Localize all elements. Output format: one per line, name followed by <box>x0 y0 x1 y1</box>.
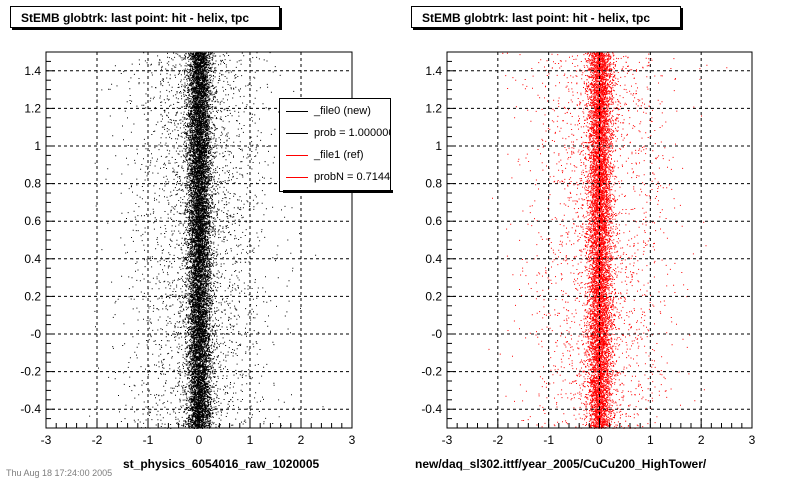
x-tick-label: 1 <box>247 433 254 447</box>
x-tick-label: -2 <box>92 433 103 447</box>
grid <box>447 52 752 428</box>
legend-label: _file0 (new) <box>314 105 371 117</box>
y-tick-label: 0.6 <box>425 214 442 228</box>
plot-panel-right: -3 -2 -1 0 1 2 3 -0.4 -0.2 -0 0.2 0.4 0.6 0.8 1 1.2 1.4 <box>421 51 756 447</box>
legend-label: probN = 0.714435 <box>314 171 391 183</box>
x-tick-label: -2 <box>492 433 503 447</box>
footer-timestamp: Thu Aug 18 17:24:00 2005 <box>6 468 113 478</box>
x-axis-label-left: st_physics_6054016_raw_1020005 <box>123 457 320 471</box>
legend-line-file0 <box>286 111 308 112</box>
legend-line-prob <box>286 133 308 134</box>
x-tick-label: 0 <box>596 433 603 447</box>
y-tick-label: 1.4 <box>24 64 41 78</box>
y-tick-label: 1.4 <box>425 64 442 78</box>
legend-entry: prob = 1.000000 <box>280 123 391 145</box>
y-tick-label: -0.4 <box>20 402 41 416</box>
x-tick-label: -3 <box>442 433 453 447</box>
legend-entry: probN = 0.714435 <box>280 167 391 189</box>
legend: _file0 (new) prob = 1.000000 _file1 (ref… <box>279 98 391 192</box>
x-tick-label: -3 <box>41 433 52 447</box>
legend-entry: _file0 (new) <box>280 101 390 123</box>
x-tick-label: 1 <box>647 433 654 447</box>
y-tick-label: 0.2 <box>425 289 442 303</box>
chart-title-left: StEMB globtrk: last point: hit - helix, … <box>10 6 280 28</box>
x-tick-label: 3 <box>349 433 356 447</box>
y-tick-label: 0.8 <box>24 177 41 191</box>
y-tick-label: 0.4 <box>425 252 442 266</box>
y-tick-label: -0.2 <box>20 365 41 379</box>
y-tick-label: 1.2 <box>24 101 41 115</box>
x-tick-label: -1 <box>143 433 154 447</box>
legend-line-file1 <box>286 155 308 156</box>
data-points <box>89 52 324 429</box>
legend-label: prob = 1.000000 <box>314 127 391 139</box>
y-tick-label: 0.4 <box>24 252 41 266</box>
y-tick-label: 1.2 <box>425 101 442 115</box>
x-tick-label: 0 <box>196 433 203 447</box>
scatter-points <box>488 52 728 429</box>
y-tick-label: -0.2 <box>421 365 442 379</box>
legend-shadow <box>283 190 393 193</box>
y-tick-label: -0 <box>30 327 41 341</box>
legend-entry: _file1 (ref) <box>280 145 390 167</box>
x-tick-label: -1 <box>543 433 554 447</box>
x-tick-label: 2 <box>698 433 705 447</box>
chart-title-right: StEMB globtrk: last point: hit - helix, … <box>411 6 681 28</box>
y-tick-label: 1 <box>34 139 41 153</box>
y-tick-label: 0.2 <box>24 289 41 303</box>
x-tick-label: 2 <box>298 433 305 447</box>
y-tick-label: 0.6 <box>24 214 41 228</box>
y-tick-label: -0 <box>431 327 442 341</box>
x-axis-label-right: new/daq_sl302.ittf/year_2005/CuCu200_Hig… <box>415 457 707 471</box>
y-tick-label: -0.4 <box>421 402 442 416</box>
scatter-points <box>89 52 324 429</box>
legend-label: _file1 (ref) <box>314 149 364 161</box>
data-points <box>488 52 728 429</box>
x-tick-label: 3 <box>749 433 756 447</box>
y-tick-label: 0.8 <box>425 177 442 191</box>
legend-line-probN <box>286 177 308 178</box>
y-tick-label: 1 <box>435 139 442 153</box>
